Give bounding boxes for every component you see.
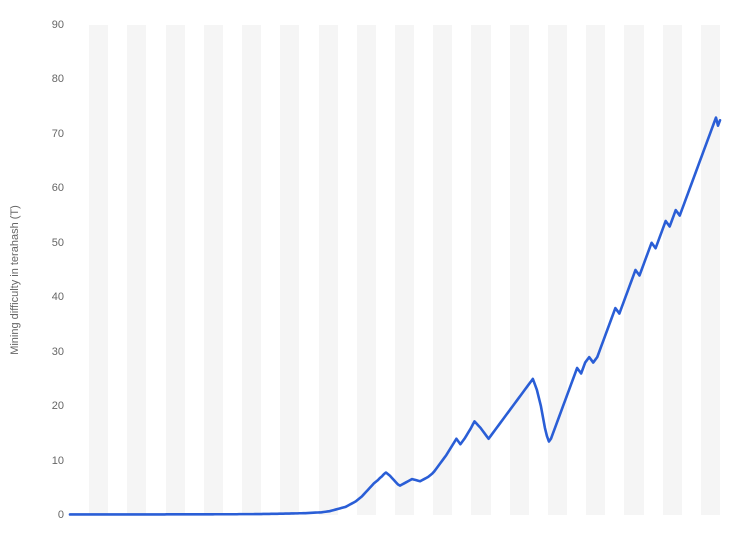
y-tick-label: 30 bbox=[34, 346, 64, 358]
plot-area bbox=[70, 25, 720, 515]
line-chart-svg bbox=[70, 25, 720, 515]
y-tick-label: 10 bbox=[34, 455, 64, 467]
data-series-line bbox=[70, 118, 720, 515]
y-tick-label: 0 bbox=[34, 509, 64, 521]
y-tick-label: 70 bbox=[34, 128, 64, 140]
y-tick-label: 50 bbox=[34, 237, 64, 249]
y-tick-label: 60 bbox=[34, 182, 64, 194]
y-tick-label: 20 bbox=[34, 400, 64, 412]
y-tick-label: 40 bbox=[34, 291, 64, 303]
y-tick-label: 80 bbox=[34, 73, 64, 85]
y-tick-label: 90 bbox=[34, 19, 64, 31]
chart-container: Mining difficulty in terahash (T) 0 10 20 3… bbox=[0, 0, 754, 560]
y-axis-title: Mining difficulty in terahash (T) bbox=[9, 205, 21, 355]
